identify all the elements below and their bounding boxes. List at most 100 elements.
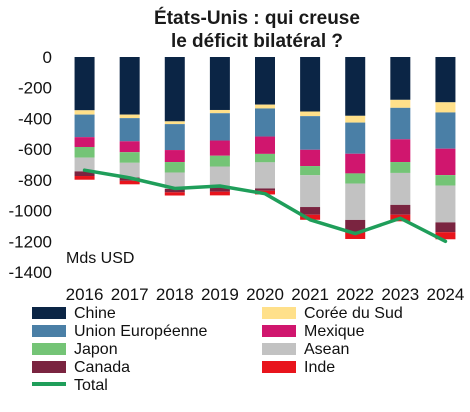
bar-segment-mexique-2021 — [300, 149, 321, 167]
legend-swatch-asean — [262, 343, 296, 355]
legend-label-union-europ-enne: Union Européenne — [74, 323, 208, 340]
bar-segment-asean-2021 — [300, 175, 321, 208]
bar-segment-japon-2023 — [390, 162, 411, 173]
bar-segment-mexique-2016 — [74, 137, 95, 147]
bar-segment-chine-2024 — [435, 57, 456, 103]
x-tick-label: 2023 — [381, 285, 419, 304]
bar-segment-asean-2020 — [255, 162, 275, 189]
bar-segment-asean-2016 — [74, 157, 95, 172]
bar-segment-inde-2018 — [164, 192, 185, 196]
bar-segment-union-europ-enne-2022 — [345, 122, 366, 154]
bar-segment-canada-2018 — [164, 188, 185, 193]
bar-segment-asean-2018 — [164, 172, 185, 189]
x-tick-label: 2022 — [336, 285, 374, 304]
x-tick-label: 2020 — [246, 285, 284, 304]
bar-segment-inde-2016 — [74, 176, 95, 180]
bar-segment-union-europ-enne-2016 — [74, 114, 95, 138]
bar-segment-union-europ-enne-2019 — [209, 113, 230, 141]
bar-segment-chine-2019 — [209, 57, 230, 110]
y-tick-label: -200 — [18, 79, 52, 98]
bar-segment-chine-2020 — [255, 57, 275, 105]
y-tick-label: -400 — [18, 109, 52, 128]
x-tick-label: 2024 — [427, 285, 465, 304]
bar-segment-cor-e-du-sud-2024 — [435, 102, 456, 113]
bar-segment-cor-e-du-sud-2021 — [300, 111, 321, 117]
bar-segment-canada-2021 — [300, 207, 321, 215]
legend-swatch-inde — [262, 361, 296, 373]
bar-segment-cor-e-du-sud-2017 — [119, 114, 140, 119]
bar-segment-chine-2016 — [74, 57, 95, 111]
bar-segment-chine-2017 — [119, 57, 140, 115]
legend-label-cor-e-du-sud: Corée du Sud — [304, 305, 403, 322]
bar-segment-cor-e-du-sud-2018 — [164, 121, 185, 125]
bar-segment-chine-2022 — [345, 57, 366, 116]
bar-segment-inde-2021 — [300, 214, 321, 220]
legend-label-japon: Japon — [74, 341, 118, 358]
bar-segment-japon-2022 — [345, 173, 366, 184]
bar-segment-cor-e-du-sud-2023 — [390, 99, 411, 108]
bar-segment-canada-2019 — [209, 187, 230, 192]
bar-segment-chine-2021 — [300, 57, 321, 112]
bar-segment-union-europ-enne-2024 — [435, 112, 456, 149]
bar-segment-mexique-2023 — [390, 139, 411, 163]
x-tick-label: 2021 — [291, 285, 329, 304]
bar-segment-japon-2021 — [300, 166, 321, 176]
legend-swatch-canada — [32, 361, 66, 373]
y-tick-label: -800 — [18, 171, 52, 190]
bar-segment-union-europ-enne-2023 — [390, 107, 411, 140]
bar-segment-japon-2019 — [209, 155, 230, 167]
bar-segment-chine-2018 — [164, 57, 185, 122]
bar-segment-japon-2016 — [74, 146, 95, 158]
bar-segment-inde-2022 — [345, 231, 366, 239]
bar-segment-asean-2019 — [209, 166, 230, 188]
legend-swatch-cor-e-du-sud — [262, 307, 296, 319]
bar-segment-canada-2022 — [345, 219, 366, 232]
legend-label-mexique: Mexique — [304, 323, 365, 340]
bar-segment-chine-2023 — [390, 57, 411, 100]
legend-label-chine: Chine — [74, 305, 116, 322]
y-tick-label: -600 — [18, 140, 52, 159]
legend-label-canada: Canada — [74, 359, 130, 376]
bar-segment-canada-2016 — [74, 171, 95, 177]
y-tick-label: -1400 — [9, 263, 52, 282]
bar-segment-mexique-2024 — [435, 148, 456, 176]
unit-label: Mds USD — [66, 250, 134, 267]
bar-segment-japon-2017 — [119, 152, 140, 163]
bar-segment-mexique-2018 — [164, 150, 185, 163]
bar-segment-cor-e-du-sud-2019 — [209, 109, 230, 114]
bar-segment-inde-2019 — [209, 191, 230, 196]
bar-segment-japon-2020 — [255, 153, 275, 163]
legend-swatch-chine — [32, 307, 66, 319]
bar-segment-union-europ-enne-2018 — [164, 124, 185, 151]
bar-segment-canada-2024 — [435, 222, 456, 233]
bar-segment-japon-2024 — [435, 175, 456, 186]
bar-segment-inde-2024 — [435, 232, 456, 240]
bar-segment-mexique-2022 — [345, 153, 366, 174]
x-tick-label: 2018 — [156, 285, 194, 304]
plot-area: 0 -200 -400 -600 -800 -1000 -1200 -1400 2016 2017… — [9, 48, 465, 304]
bar-segment-inde-2017 — [119, 180, 140, 185]
bar-segment-asean-2017 — [119, 162, 140, 178]
bar-segment-asean-2023 — [390, 172, 411, 205]
bar-segment-union-europ-enne-2017 — [119, 118, 140, 142]
bar-segment-mexique-2020 — [255, 136, 275, 154]
y-tick-label: -1000 — [9, 202, 52, 221]
x-tick-label: 2016 — [66, 285, 104, 304]
bar-segment-mexique-2017 — [119, 141, 140, 153]
y-tick-label: 0 — [43, 48, 52, 67]
bar-segment-asean-2024 — [435, 185, 456, 223]
bar-segment-mexique-2019 — [209, 140, 230, 156]
x-tick-label: 2019 — [201, 285, 239, 304]
bar-segment-union-europ-enne-2021 — [300, 116, 321, 150]
bar-segment-cor-e-du-sud-2020 — [255, 104, 275, 109]
chart-title-line1: États-Unis : qui creuse — [154, 7, 360, 29]
legend-label-inde: Inde — [304, 359, 335, 376]
bar-segment-canada-2023 — [390, 204, 411, 215]
y-tick-label: -1200 — [9, 232, 52, 251]
bar-segment-cor-e-du-sud-2022 — [345, 115, 366, 123]
bar-segment-japon-2018 — [164, 162, 185, 173]
legend-swatch-union-europ-enne — [32, 325, 66, 337]
legend-label-total: Total — [74, 377, 108, 394]
